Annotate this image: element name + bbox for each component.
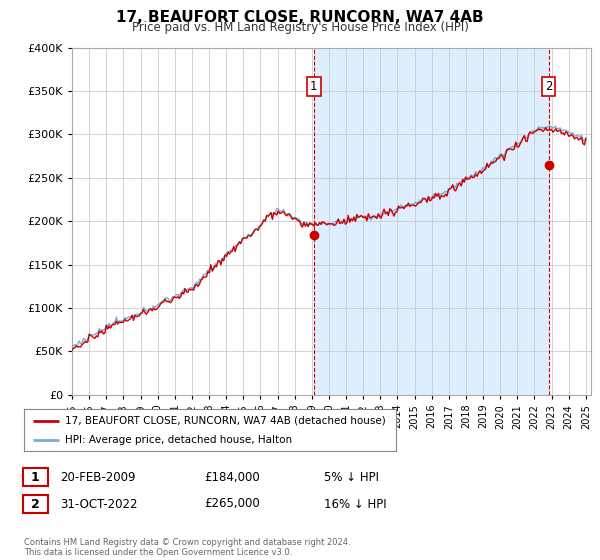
Text: 17, BEAUFORT CLOSE, RUNCORN, WA7 4AB: 17, BEAUFORT CLOSE, RUNCORN, WA7 4AB xyxy=(116,10,484,25)
Text: Contains HM Land Registry data © Crown copyright and database right 2024.
This d: Contains HM Land Registry data © Crown c… xyxy=(24,538,350,557)
Text: Price paid vs. HM Land Registry's House Price Index (HPI): Price paid vs. HM Land Registry's House … xyxy=(131,21,469,34)
Text: £184,000: £184,000 xyxy=(204,470,260,484)
Text: 17, BEAUFORT CLOSE, RUNCORN, WA7 4AB (detached house): 17, BEAUFORT CLOSE, RUNCORN, WA7 4AB (de… xyxy=(65,416,386,426)
Text: HPI: Average price, detached house, Halton: HPI: Average price, detached house, Halt… xyxy=(65,435,292,445)
Bar xyxy=(314,48,548,395)
Text: £265,000: £265,000 xyxy=(204,497,260,511)
Text: 2: 2 xyxy=(545,80,553,93)
Text: 1: 1 xyxy=(310,80,317,93)
Text: 1: 1 xyxy=(31,470,40,484)
Text: 2: 2 xyxy=(31,497,40,511)
Text: 16% ↓ HPI: 16% ↓ HPI xyxy=(324,497,386,511)
Text: 5% ↓ HPI: 5% ↓ HPI xyxy=(324,470,379,484)
Text: 31-OCT-2022: 31-OCT-2022 xyxy=(60,497,137,511)
Text: 20-FEB-2009: 20-FEB-2009 xyxy=(60,470,136,484)
